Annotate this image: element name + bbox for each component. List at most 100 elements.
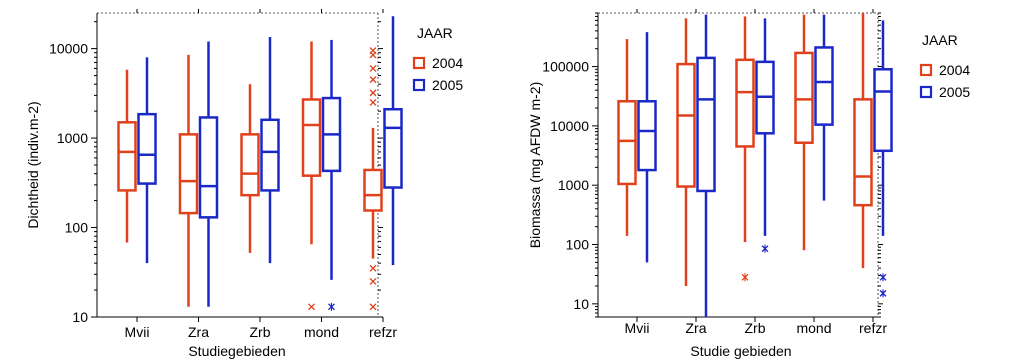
x-tick-label-mvii: Mvii (125, 324, 150, 340)
outlier-point (369, 76, 377, 84)
box-iqr (794, 51, 814, 144)
outlier-point (369, 64, 377, 72)
chart-2: 10 100 1000 10000 100000 Biomassa (mg AFDW m-… (527, 9, 970, 359)
legend-label-2004: 2004 (432, 55, 463, 71)
y-tick-label: 1000 (57, 130, 88, 146)
legend-swatch-2004 (412, 56, 426, 70)
x-tick-label-zra: Zra (686, 320, 707, 336)
box-2004-refzr (363, 47, 383, 311)
box-2004-mvii (117, 69, 137, 243)
box-iqr (617, 100, 637, 186)
box-2005-zrb (755, 18, 775, 253)
box-2005-zra (696, 14, 716, 317)
outlier-point (369, 264, 377, 272)
x-tick-label-mond: mond (796, 320, 831, 336)
chart-1: 10 100 1000 10000 Dichtheid (indiv.m-2) Mvii Z… (25, 9, 463, 359)
legend-title: JAAR (417, 25, 453, 41)
legend: JAAR 2004 2005 (919, 32, 970, 100)
box-iqr (301, 98, 322, 177)
series-2005 (637, 14, 893, 317)
y-tick-label: 10 (573, 296, 589, 312)
legend-swatch-2005 (412, 78, 426, 92)
outlier-point (328, 302, 335, 311)
box-iqr (260, 118, 280, 192)
box-2005-refzr (873, 20, 893, 298)
box-iqr (696, 56, 716, 193)
box-2005-zrb (260, 36, 280, 264)
outlier-stroke (369, 89, 377, 97)
box-iqr (117, 121, 137, 192)
box-iqr (383, 107, 403, 189)
box-iqr (363, 168, 383, 212)
outlier-stroke (369, 76, 377, 84)
legend-swatch-2004 (919, 63, 933, 77)
y-tick-label: 100 (566, 237, 590, 253)
y-tick-label: 10 (72, 309, 88, 325)
outlier-stroke (369, 64, 377, 72)
box-2005-zra (198, 41, 219, 307)
box-iqr (137, 112, 157, 185)
box-iqr (240, 133, 260, 197)
outlier-stroke (369, 51, 377, 59)
outlier-point (308, 303, 315, 311)
outlier-stroke (369, 277, 377, 285)
legend: JAAR 2004 2005 (412, 25, 463, 93)
y-tick-label: 100000 (542, 59, 589, 75)
box-2005-mvii (137, 57, 157, 264)
x-tick-label-zrb: Zrb (745, 320, 766, 336)
outlier-point (369, 303, 377, 311)
outlier-stroke (369, 303, 377, 311)
y-axis-title: Biomassa (mg AFDW m-2) (527, 82, 543, 248)
series-2004 (617, 13, 873, 286)
box-2004-mond (794, 14, 814, 251)
legend-label-2004: 2004 (939, 62, 970, 78)
box-iqr (676, 62, 696, 188)
x-tick-label-zrb: Zrb (250, 324, 271, 340)
box-2004-refzr (853, 13, 873, 269)
outlier-stroke (369, 264, 377, 272)
box-2005-refzr (383, 16, 403, 266)
outlier-stroke (369, 99, 377, 106)
x-axis-title: Studiegebieden (188, 343, 285, 359)
y-tick-label: 1000 (558, 177, 589, 193)
outlier-point (369, 89, 377, 97)
box-2004-mond (301, 41, 322, 311)
box-iqr (198, 116, 219, 219)
y-tick-label: 100 (65, 220, 89, 236)
box-iqr (178, 133, 199, 215)
legend-label-2005: 2005 (432, 77, 463, 93)
outlier-point (369, 277, 377, 285)
box-2005-mond (814, 14, 834, 201)
legend-title: JAAR (922, 32, 958, 48)
outlier-point (879, 273, 887, 282)
y-tick-label: 10000 (550, 118, 589, 134)
series-2005 (137, 16, 403, 311)
outlier-point (369, 99, 377, 106)
box-2004-zra (676, 18, 696, 286)
box-iqr (814, 46, 834, 126)
box-2004-zrb (735, 16, 755, 282)
outlier-point (741, 273, 749, 282)
outlier-stroke (308, 303, 315, 311)
outlier-point (369, 51, 377, 59)
box-2004-mvii (617, 39, 637, 236)
legend-label-2005: 2005 (939, 84, 970, 100)
box-2004-zrb (240, 84, 260, 253)
series-2004 (117, 41, 383, 311)
legend-swatch-2005 (919, 85, 933, 99)
outlier-point (879, 289, 887, 298)
box-2005-mond (321, 39, 342, 311)
x-axis-title: Studie gebieden (690, 343, 791, 359)
box-2004-zra (178, 54, 199, 307)
x-tick-label-mvii: Mvii (625, 320, 650, 336)
x-tick-label-refzr: refzr (859, 320, 887, 336)
box-iqr (637, 100, 657, 172)
box-iqr (873, 68, 893, 153)
y-axis-title: Dichtheid (indiv.m-2) (25, 101, 41, 228)
x-tick-label-mond: mond (304, 324, 339, 340)
box-iqr (853, 98, 873, 207)
box-iqr (735, 58, 755, 148)
box-2005-mvii (637, 32, 657, 263)
x-tick-label-zra: Zra (188, 324, 209, 340)
